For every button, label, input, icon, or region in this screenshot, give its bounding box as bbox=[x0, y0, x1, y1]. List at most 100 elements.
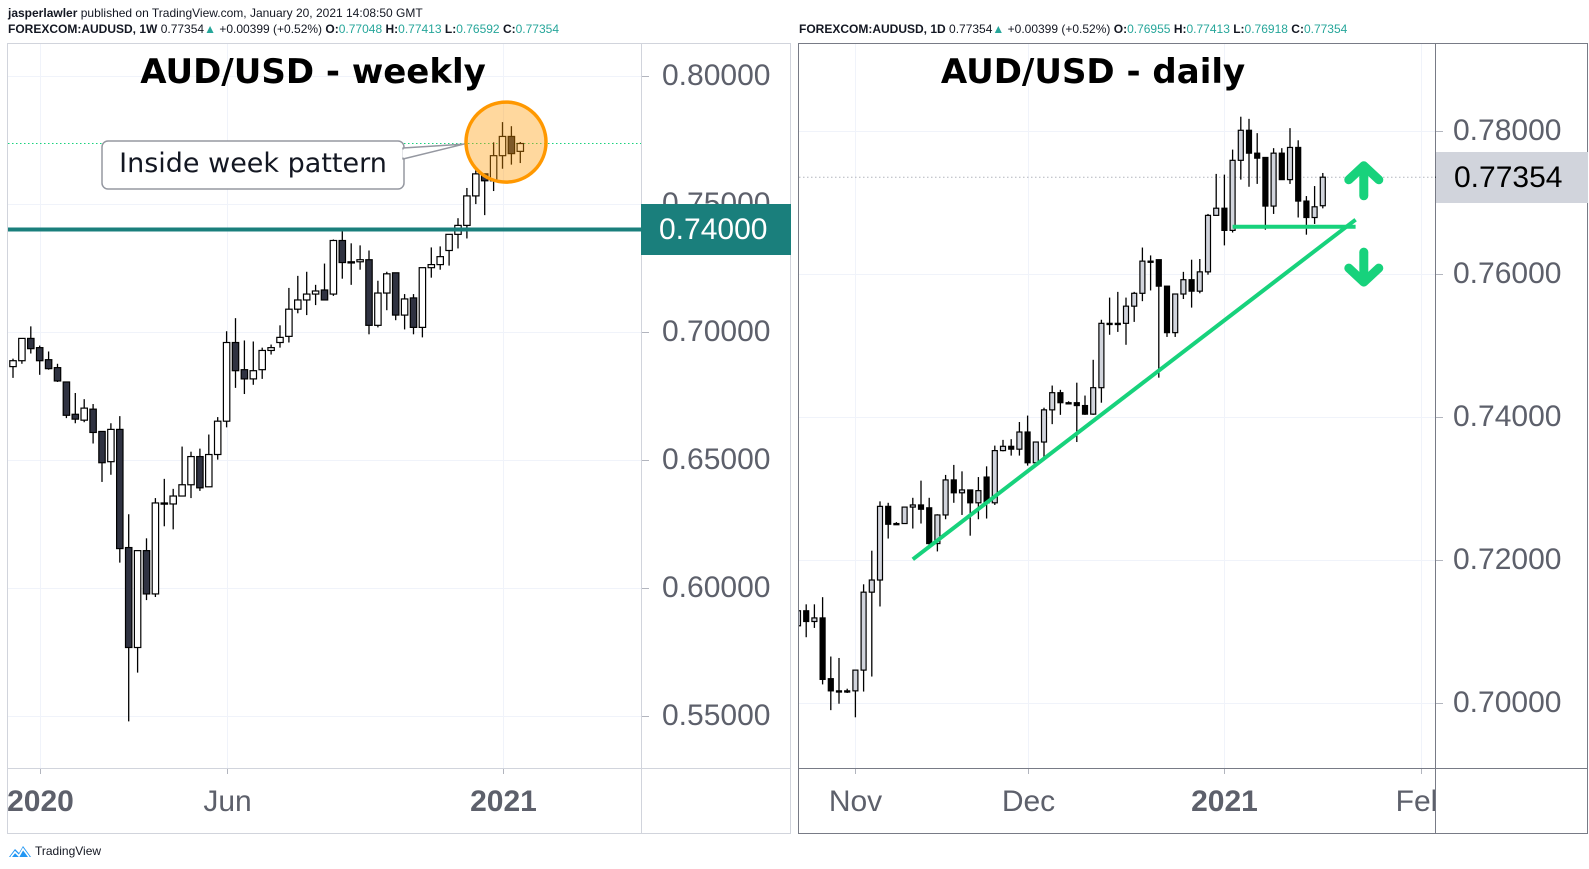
candle[interactable] bbox=[98, 430, 106, 482]
daily-time-axis[interactable]: Nov bbox=[798, 770, 1435, 832]
candle[interactable] bbox=[1237, 116, 1244, 180]
candle[interactable] bbox=[115, 416, 124, 563]
candle[interactable] bbox=[53, 363, 62, 382]
weekly-time-axis[interactable]: 2020 bbox=[7, 770, 641, 832]
candle[interactable] bbox=[480, 173, 489, 216]
footer-brand[interactable]: TradingView bbox=[8, 843, 101, 859]
candle[interactable] bbox=[18, 337, 26, 364]
candle[interactable] bbox=[240, 340, 249, 395]
candle[interactable] bbox=[1131, 291, 1138, 322]
candle[interactable] bbox=[107, 423, 115, 475]
candle[interactable] bbox=[1221, 174, 1228, 246]
candle[interactable] bbox=[1122, 297, 1130, 345]
weekly-plot-area[interactable] bbox=[8, 100, 641, 722]
candle[interactable] bbox=[267, 344, 275, 355]
candle[interactable] bbox=[885, 502, 892, 539]
candle[interactable] bbox=[926, 497, 933, 549]
candle[interactable] bbox=[1254, 133, 1261, 184]
candle[interactable] bbox=[507, 126, 516, 165]
callout-box[interactable] bbox=[101, 140, 465, 190]
candle[interactable] bbox=[1278, 148, 1285, 181]
candle[interactable] bbox=[89, 404, 97, 444]
candle[interactable] bbox=[1188, 259, 1195, 308]
candle[interactable] bbox=[329, 239, 338, 296]
candle[interactable] bbox=[835, 657, 843, 704]
candle[interactable] bbox=[80, 399, 89, 423]
candle[interactable] bbox=[999, 439, 1007, 452]
candle[interactable] bbox=[1065, 401, 1072, 405]
candle[interactable] bbox=[1180, 271, 1187, 300]
candle[interactable] bbox=[1106, 297, 1113, 335]
candle[interactable] bbox=[1090, 359, 1097, 415]
candle[interactable] bbox=[1303, 196, 1310, 235]
candle[interactable] bbox=[868, 550, 875, 677]
candle[interactable] bbox=[1057, 389, 1064, 415]
candle[interactable] bbox=[1204, 213, 1212, 275]
arrow-down-icon[interactable] bbox=[1344, 247, 1384, 287]
candle[interactable] bbox=[35, 345, 44, 375]
daily-time-axis[interactable]: Dec bbox=[798, 770, 1435, 832]
candle[interactable] bbox=[213, 417, 222, 460]
candle[interactable] bbox=[231, 318, 240, 388]
candle[interactable] bbox=[975, 477, 982, 520]
candle[interactable] bbox=[133, 550, 142, 673]
candle[interactable] bbox=[498, 122, 507, 169]
candle[interactable] bbox=[1040, 407, 1048, 458]
candle[interactable] bbox=[819, 597, 826, 685]
candle[interactable] bbox=[1295, 140, 1302, 218]
weekly-time-axis[interactable]: 2021 bbox=[7, 770, 641, 832]
candle[interactable] bbox=[1147, 255, 1154, 291]
candle[interactable] bbox=[958, 471, 966, 515]
candle[interactable] bbox=[391, 272, 400, 321]
author-name[interactable]: jasperlawler bbox=[8, 6, 78, 20]
highlight-circle[interactable] bbox=[464, 100, 548, 184]
candle[interactable] bbox=[1049, 385, 1056, 425]
candle[interactable] bbox=[811, 604, 818, 628]
candle[interactable] bbox=[302, 271, 311, 316]
candle[interactable] bbox=[445, 233, 453, 266]
candle[interactable] bbox=[320, 263, 329, 301]
candle[interactable] bbox=[436, 246, 445, 270]
candle[interactable] bbox=[160, 478, 169, 527]
candle[interactable] bbox=[294, 275, 302, 314]
candle[interactable] bbox=[1008, 439, 1015, 456]
candle[interactable] bbox=[1172, 293, 1179, 337]
candle[interactable] bbox=[1098, 319, 1105, 403]
candle[interactable] bbox=[917, 480, 925, 524]
candle[interactable] bbox=[901, 506, 908, 525]
candle[interactable] bbox=[178, 446, 186, 497]
candle[interactable] bbox=[472, 169, 480, 205]
candle[interactable] bbox=[9, 358, 17, 378]
candle[interactable] bbox=[338, 228, 347, 279]
candle[interactable] bbox=[860, 584, 867, 692]
candle[interactable] bbox=[400, 294, 409, 330]
candle[interactable] bbox=[1262, 156, 1269, 230]
candle[interactable] bbox=[844, 688, 851, 693]
weekly-time-axis[interactable]: Jun bbox=[7, 770, 641, 832]
candle[interactable] bbox=[852, 669, 859, 718]
candle[interactable] bbox=[205, 434, 213, 488]
daily-time-axis[interactable]: 2021 bbox=[798, 770, 1435, 832]
candle[interactable] bbox=[893, 522, 900, 526]
candle[interactable] bbox=[1114, 291, 1121, 332]
candle[interactable] bbox=[187, 451, 195, 499]
candle[interactable] bbox=[285, 287, 293, 343]
candle[interactable] bbox=[258, 347, 267, 379]
candle[interactable] bbox=[124, 514, 133, 722]
candle[interactable] bbox=[374, 280, 382, 328]
inside-week-callout[interactable]: Inside week pattern bbox=[119, 148, 387, 179]
candle[interactable] bbox=[1311, 186, 1318, 224]
candle[interactable] bbox=[409, 294, 418, 335]
candle[interactable] bbox=[1139, 247, 1146, 302]
candle[interactable] bbox=[796, 606, 802, 628]
candle[interactable] bbox=[347, 243, 356, 285]
trendline[interactable] bbox=[911, 218, 1357, 561]
candle[interactable] bbox=[950, 464, 957, 503]
candle[interactable] bbox=[983, 466, 990, 519]
candle[interactable] bbox=[151, 498, 160, 598]
candle[interactable] bbox=[427, 247, 436, 278]
candle[interactable] bbox=[249, 341, 258, 385]
daily-time-axis[interactable]: Feb bbox=[798, 770, 1435, 832]
candle[interactable] bbox=[1229, 149, 1236, 233]
candle[interactable] bbox=[311, 284, 320, 306]
